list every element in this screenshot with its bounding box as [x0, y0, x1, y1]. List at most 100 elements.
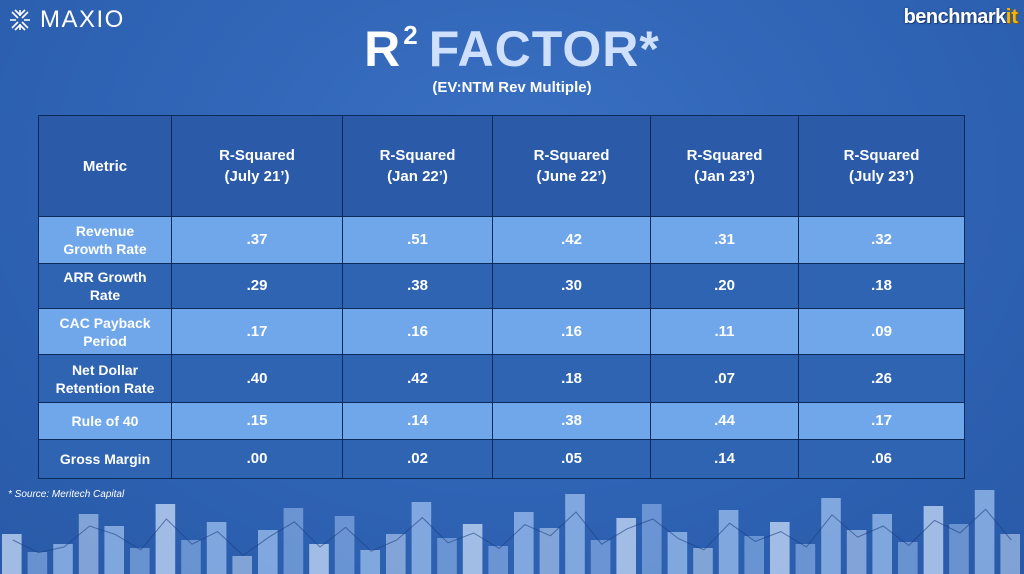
decorative-bar — [718, 510, 739, 574]
decorative-bar — [309, 544, 329, 574]
value-cell: .00 — [171, 439, 343, 479]
value-cell: .31 — [650, 216, 799, 264]
decorative-bar — [923, 506, 944, 574]
column-header-jan-23: R-Squared (Jan 23’) — [650, 115, 799, 217]
metric-cell: Gross Margin — [38, 439, 172, 479]
value-cell: .18 — [492, 354, 651, 403]
value-cell: .40 — [171, 354, 343, 403]
decorative-bar — [27, 552, 48, 574]
metric-label-line1: CAC Payback — [59, 314, 151, 331]
decorative-bar-graphic — [2, 490, 1020, 574]
metric-label-line2: Retention Rate — [55, 379, 155, 396]
value-cell: .42 — [342, 354, 493, 403]
decorative-bar — [437, 538, 457, 574]
value-cell: .51 — [342, 216, 493, 264]
column-header-line: R-Squared — [379, 147, 456, 164]
column-header-july-23: R-Squared (July 23’) — [798, 115, 965, 217]
metric-label-line2: Rate — [89, 287, 121, 303]
value-cell: .14 — [342, 402, 493, 440]
value-cell: .09 — [798, 308, 965, 355]
value-cell: .06 — [798, 439, 965, 479]
value-cell: .38 — [342, 263, 493, 309]
column-header-line: R-Squared — [686, 147, 763, 164]
decorative-bar — [258, 530, 278, 574]
value-cell: .11 — [650, 308, 799, 355]
column-header-line: R-Squared — [219, 147, 295, 164]
value-cell: .20 — [650, 263, 799, 309]
value-cell: .42 — [492, 216, 651, 264]
table-row-arr-growth-rate: ARR Growth Rate .29 .38 .30 .20 .18 — [38, 263, 965, 309]
metric-label-line1: Revenue — [75, 223, 135, 239]
column-header-line: R-Squared — [533, 147, 610, 164]
value-cell: .17 — [798, 402, 965, 440]
column-header-july-21: R-Squared (July 21’) — [171, 115, 343, 217]
column-header-date: (June 22’) — [536, 168, 607, 185]
value-cell: .37 — [171, 216, 343, 264]
metric-label-line2: Growth Rate — [63, 241, 147, 257]
column-header-date: (July 21’) — [224, 168, 290, 185]
r-squared-table: Metric R-Squared (July 21’) R-Squared (J… — [38, 115, 965, 479]
decorative-bar — [155, 504, 176, 574]
value-cell: .14 — [650, 439, 799, 479]
decorative-bar — [1000, 534, 1020, 574]
decorative-bar — [488, 546, 508, 574]
decorative-bar — [642, 504, 662, 574]
decorative-bar — [232, 556, 252, 574]
table-row-rule-of-40: Rule of 40 .15 .14 .38 .44 .17 — [38, 402, 965, 440]
benchmarkit-logo: benchmark it — [858, 4, 1018, 30]
value-cell: .18 — [798, 263, 965, 309]
decorative-bar — [104, 526, 124, 574]
decorative-bar — [565, 494, 585, 574]
decorative-bar — [283, 508, 304, 574]
maxio-mark-icon — [10, 9, 30, 31]
metric-cell: Revenue Growth Rate — [38, 216, 172, 264]
column-header-line: R-Squared — [843, 147, 920, 164]
value-cell: .16 — [342, 308, 493, 355]
decorative-bar — [949, 524, 969, 574]
decorative-bar — [130, 548, 150, 574]
metric-label-line1: ARR Growth — [63, 269, 147, 285]
value-cell: .16 — [492, 308, 651, 355]
metric-cell: ARR Growth Rate — [38, 263, 172, 309]
metric-cell: CAC Payback Period — [38, 308, 172, 355]
benchmarkit-accent: it — [1005, 5, 1018, 28]
table-row-revenue-growth-rate: Revenue Growth Rate .37 .51 .42 .31 .32 — [38, 216, 965, 264]
table-row-gross-margin: Gross Margin .00 .02 .05 .14 .06 — [38, 439, 965, 479]
decorative-bar — [846, 530, 867, 574]
benchmarkit-wordmark: benchmark — [903, 5, 1007, 28]
table-row-net-dollar-retention-rate: Net Dollar Retention Rate .40 .42 .18 .0… — [38, 354, 965, 403]
metric-label-line2: Period — [83, 332, 127, 349]
column-header-metric: Metric — [38, 115, 172, 217]
decorative-bar — [386, 534, 406, 574]
decorative-bar — [590, 540, 611, 574]
decorative-trend-line — [12, 508, 1012, 557]
decorative-bar — [795, 544, 816, 574]
decorative-bar — [974, 490, 995, 574]
title-r: R — [364, 21, 402, 77]
metric-label-line1: Rule of 40 — [71, 413, 139, 429]
decorative-bar — [181, 540, 201, 574]
metric-cell: Rule of 40 — [38, 402, 172, 440]
value-cell: .32 — [798, 216, 965, 264]
decorative-bar — [2, 534, 22, 574]
decorative-bar — [334, 516, 355, 574]
value-cell: .07 — [650, 354, 799, 403]
decorative-bar — [770, 522, 790, 574]
column-header-june-22: R-Squared (June 22’) — [492, 115, 651, 217]
metric-label-line1: Gross Margin — [59, 451, 151, 467]
decorative-bar — [360, 550, 380, 574]
value-cell: .05 — [492, 439, 651, 479]
table-row-cac-payback-period: CAC Payback Period .17 .16 .16 .11 .09 — [38, 308, 965, 355]
value-cell: .29 — [171, 263, 343, 309]
decorative-bar — [53, 544, 73, 574]
decorative-bar — [462, 524, 483, 574]
value-cell: .02 — [342, 439, 493, 479]
value-cell: .44 — [650, 402, 799, 440]
table-header-row: Metric R-Squared (July 21’) R-Squared (J… — [38, 115, 965, 217]
decorative-bar — [821, 498, 841, 574]
title-superscript: 2 — [403, 20, 419, 50]
decorative-bar — [744, 536, 764, 574]
value-cell: .15 — [171, 402, 343, 440]
value-cell: .26 — [798, 354, 965, 403]
decorative-bar — [667, 532, 688, 574]
